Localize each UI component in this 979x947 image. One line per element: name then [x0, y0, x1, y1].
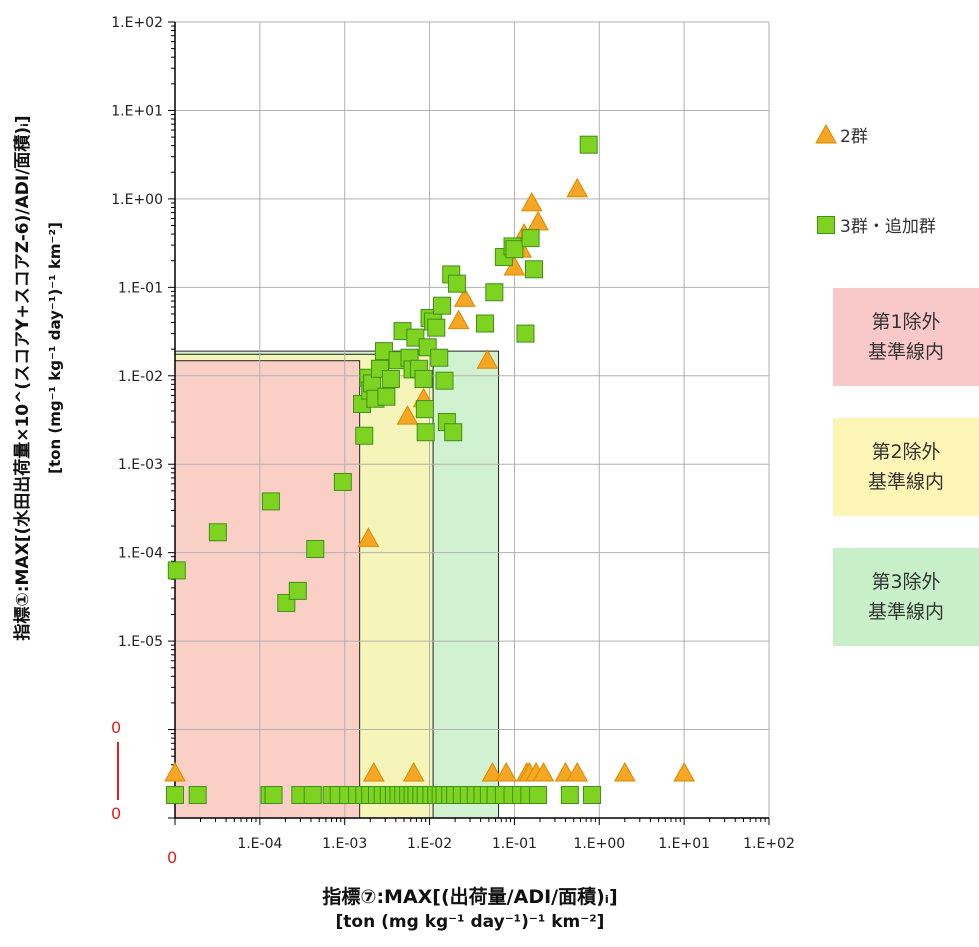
- x-zero-label: 0: [167, 848, 178, 867]
- legend-label-group2: 2群: [840, 127, 868, 147]
- square-point: [416, 423, 435, 442]
- square-point: [444, 423, 463, 442]
- square-point: [166, 786, 184, 804]
- x-tick-label: 1.E-01: [492, 836, 537, 852]
- region-1: [174, 360, 361, 819]
- square-point: [476, 314, 495, 333]
- x-tick-label: 1.E-02: [407, 836, 452, 852]
- square-point: [521, 229, 540, 248]
- triangle-point: [453, 287, 476, 307]
- square-point: [579, 135, 598, 154]
- square-point: [333, 472, 352, 491]
- triangle-point: [476, 349, 499, 369]
- triangle-point: [402, 761, 425, 782]
- square-point: [374, 342, 393, 361]
- legend: 2群 3群・追加群: [815, 123, 936, 237]
- y-tick-label: 1.E-04: [118, 546, 163, 562]
- square-point: [560, 786, 579, 804]
- y-axis-label-line1: 指標①:MAX[(水田出荷量×10^(スコアY+スコアZ-6)/ADI/面積)ᵢ…: [12, 115, 33, 640]
- square-point: [355, 426, 374, 445]
- square-point: [208, 523, 227, 542]
- square-point: [516, 324, 535, 343]
- y-zero-marker-line: [117, 742, 119, 800]
- y-tick-label: 1.E-03: [118, 457, 163, 473]
- square-point: [414, 369, 433, 388]
- y-zero-label-bottom: 0: [111, 804, 122, 823]
- square-point: [415, 400, 434, 419]
- y-zero-label-top: 0: [111, 718, 122, 737]
- square-point: [381, 369, 400, 388]
- square-point: [447, 274, 466, 293]
- triangle-point: [495, 761, 518, 782]
- square-point: [264, 786, 283, 804]
- series-group3-additional: [166, 135, 601, 804]
- square-point: [485, 283, 504, 302]
- triangle-point: [481, 761, 504, 782]
- gridlines: [175, 21, 770, 819]
- x-axis-label-line1: 指標⑦:MAX[(出荷量/ADI/面積)ᵢ]: [322, 886, 618, 908]
- region-label-3: 第3除外 基準線内: [833, 548, 979, 646]
- square-point: [435, 371, 454, 390]
- triangle-point: [520, 191, 543, 212]
- triangle-point: [164, 761, 186, 782]
- square-point: [261, 492, 280, 511]
- triangle-point: [613, 761, 636, 782]
- triangle-point: [396, 405, 419, 425]
- x-tick-label: 1.E+02: [743, 836, 795, 852]
- triangle-point: [673, 761, 695, 782]
- x-tick-label: 1.E+01: [658, 836, 710, 852]
- legend-marker-group2: [815, 123, 837, 144]
- square-point: [377, 387, 396, 406]
- x-tick-label: 1.E-03: [322, 836, 367, 852]
- y-tick-label: 1.E-05: [118, 634, 163, 650]
- square-point: [288, 581, 307, 600]
- y-tick-label: 1.E+00: [111, 192, 163, 208]
- region-label-2: 第2除外 基準線内: [833, 418, 979, 516]
- triangle-point: [532, 761, 555, 782]
- x-axis-label-line2: [ton (mg kg⁻¹ day⁻¹)⁻¹ km⁻²]: [335, 912, 605, 932]
- square-point: [427, 318, 446, 337]
- square-point: [524, 260, 543, 279]
- triangle-point: [357, 527, 380, 547]
- y-axis-label-line2: [ton (mg⁻¹ kg⁻¹ day⁻¹)⁻¹ km⁻²]: [46, 222, 64, 474]
- square-point: [432, 296, 451, 315]
- square-point: [505, 240, 524, 259]
- y-tick-label: 1.E+02: [111, 15, 163, 31]
- triangle-point: [566, 177, 589, 198]
- series-group2: [164, 177, 695, 782]
- triangle-point: [566, 761, 589, 782]
- square-point: [303, 786, 322, 804]
- y-tick-label: 1.E-01: [118, 280, 163, 296]
- x-tick-label: 1.E+00: [573, 836, 625, 852]
- square-point: [430, 348, 449, 367]
- region-label-1: 第1除外 基準線内: [833, 288, 979, 386]
- y-tick-label: 1.E-02: [118, 369, 163, 385]
- square-point: [188, 786, 207, 804]
- square-point: [167, 561, 186, 580]
- triangle-point: [362, 761, 385, 782]
- triangle-point: [447, 309, 470, 330]
- y-tick-label: 1.E+01: [111, 103, 163, 119]
- square-point: [529, 786, 548, 804]
- legend-marker-group3: [817, 216, 835, 234]
- square-point: [582, 786, 601, 804]
- square-point: [306, 540, 325, 559]
- legend-label-group3: 3群・追加群: [840, 217, 936, 237]
- x-tick-label: 1.E-04: [237, 836, 282, 852]
